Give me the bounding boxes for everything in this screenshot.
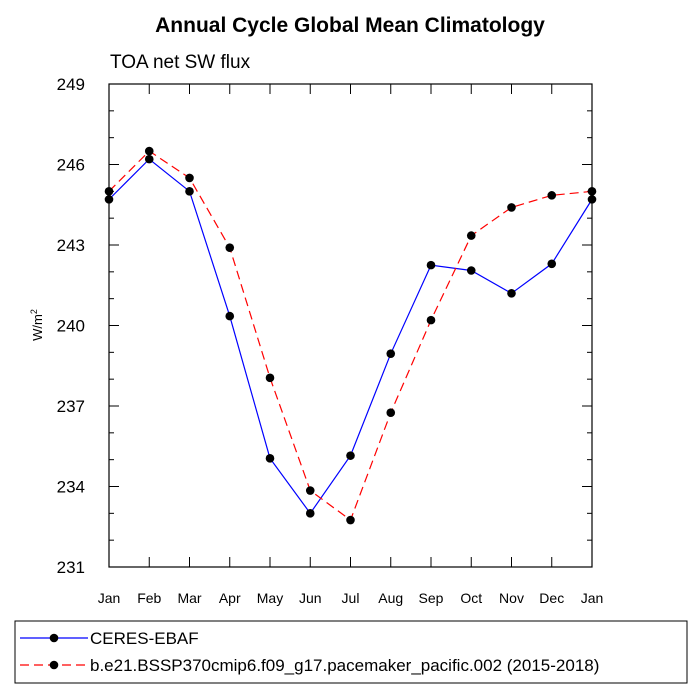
- data-point-series-1: [507, 289, 516, 298]
- y-tick-label: 249: [57, 75, 85, 94]
- data-point-series-1: [587, 195, 597, 204]
- legend-marker-1: [49, 633, 59, 643]
- data-point-series-2: [346, 515, 355, 525]
- chart-subtitle: TOA net SW flux: [110, 52, 251, 73]
- chart-title: Annual Cycle Global Mean Climatology: [155, 14, 545, 37]
- data-point-series-1: [426, 260, 436, 270]
- y-tick-label: 231: [57, 558, 85, 577]
- data-point-series-2: [305, 486, 315, 495]
- x-tick-label: Nov: [499, 590, 524, 606]
- data-point-series-1: [386, 349, 396, 358]
- y-axis-label-superscript: 2: [29, 309, 39, 314]
- x-tick-label: Jul: [342, 590, 360, 606]
- svg-text:W/m2: W/m2: [29, 309, 45, 341]
- data-point-series-1: [305, 509, 315, 518]
- x-tick-labels: Jan Feb Mar Apr May Jun Jul Aug Sep Oct Nov Dec Jan: [98, 590, 604, 606]
- y-tick-label: 234: [57, 478, 85, 497]
- series-lines: [108, 150, 593, 521]
- x-tick-label: Jan: [581, 590, 604, 606]
- y-tick-label: 237: [57, 397, 85, 416]
- x-tick-label: Sep: [419, 590, 444, 606]
- series-line-1: [108, 158, 593, 515]
- data-point-series-1: [185, 187, 194, 196]
- legend-marker-2: [49, 660, 59, 670]
- legend: CERES-EBAF b.e21.BSSP370cmip6.f09_g17.pac…: [20, 629, 599, 675]
- data-point-series-2: [265, 373, 275, 383]
- x-tick-label: Oct: [460, 590, 482, 606]
- data-point-series-2: [144, 146, 154, 156]
- data-point-series-2: [547, 191, 557, 200]
- data-point-series-2: [426, 315, 436, 325]
- data-point-series-1: [346, 451, 355, 460]
- axis-ticks: [108, 83, 593, 568]
- data-point-series-2: [587, 187, 597, 196]
- data-point-series-2: [104, 187, 114, 196]
- x-tick-label: Jun: [299, 590, 322, 606]
- legend-label-2: b.e21.BSSP370cmip6.f09_g17.pacemaker_pac…: [90, 656, 599, 675]
- x-tick-label: Aug: [378, 590, 403, 606]
- legend-label-1: CERES-EBAF: [90, 629, 199, 648]
- series-markers: [104, 146, 597, 525]
- data-point-series-1: [144, 154, 154, 164]
- y-tick-label: 246: [57, 156, 85, 175]
- data-point-series-2: [466, 231, 476, 240]
- data-point-series-2: [185, 173, 194, 183]
- x-tick-label: May: [257, 590, 283, 606]
- x-tick-label: Feb: [137, 590, 161, 606]
- data-point-series-1: [225, 311, 235, 321]
- y-tick-labels: 231 234 237 240 243 246 249: [57, 75, 85, 577]
- data-point-series-1: [547, 259, 557, 269]
- data-point-series-2: [386, 408, 396, 418]
- series-line-2: [108, 150, 593, 521]
- plot-frame: [108, 83, 593, 568]
- data-point-series-1: [466, 266, 476, 275]
- y-tick-label: 243: [57, 236, 85, 255]
- data-point-series-2: [225, 243, 235, 252]
- y-tick-label: 240: [57, 317, 85, 336]
- data-point-series-1: [265, 454, 275, 463]
- x-tick-label: Apr: [219, 590, 241, 606]
- y-axis-label-main: W/m: [30, 314, 45, 341]
- x-tick-label: Jan: [98, 590, 121, 606]
- data-point-series-1: [104, 195, 114, 204]
- legend-box: [14, 620, 688, 684]
- data-point-series-2: [507, 203, 516, 212]
- x-tick-label: Mar: [177, 590, 201, 606]
- x-tick-label: Dec: [539, 590, 564, 606]
- y-axis-label: W/m2: [29, 309, 45, 341]
